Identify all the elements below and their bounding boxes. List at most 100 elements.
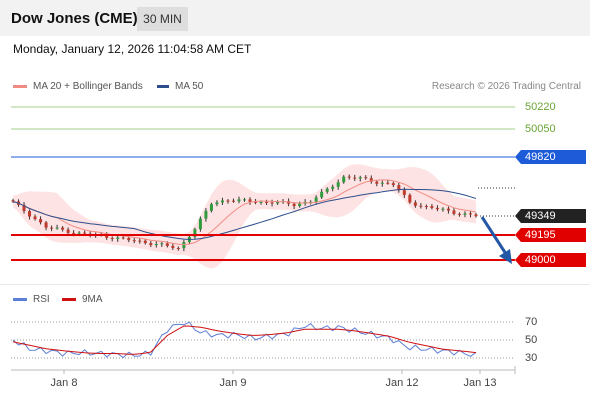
candle-body: [66, 229, 70, 233]
candle-body: [165, 243, 169, 246]
candle-body: [198, 218, 202, 230]
candle-body: [171, 245, 175, 248]
candle-body: [325, 188, 329, 192]
ma50-legend-swatch: [157, 85, 169, 88]
candle-body: [270, 202, 274, 204]
candle-body: [248, 199, 252, 202]
candle-body: [193, 229, 197, 237]
level-label-49820: 49820: [525, 151, 556, 163]
level-label-50220: 50220: [525, 101, 556, 113]
candle-body: [298, 203, 302, 207]
candle-body: [364, 177, 368, 179]
candle-body: [77, 232, 81, 234]
ma50-legend-label: MA 50: [175, 81, 204, 92]
candle-body: [231, 200, 235, 202]
candle-body: [237, 199, 241, 202]
candle-body: [83, 232, 87, 234]
forecast-arrow: [480, 216, 512, 264]
candle-body: [331, 186, 335, 189]
panel-separator: [0, 284, 590, 285]
candle-body: [143, 240, 147, 244]
rsi-tick-30: 30: [525, 352, 538, 364]
tag-49820: [515, 150, 586, 164]
candle-body: [33, 216, 37, 220]
candle-body: [309, 201, 313, 203]
candle-body: [61, 227, 65, 230]
candle-body: [314, 197, 318, 202]
rsi-tick-50: 50: [525, 334, 538, 346]
candle-body: [435, 207, 439, 210]
rsi-ma-line: [12, 325, 477, 355]
candle-body: [457, 213, 461, 215]
rsi-tick-70: 70: [525, 316, 538, 328]
candle-body: [446, 208, 450, 211]
x-label-jan8: Jan 8: [50, 377, 78, 389]
rsi-ma-legend-label: 9MA: [82, 294, 103, 305]
candle-body: [391, 183, 395, 186]
candle-body: [22, 204, 26, 212]
candle-body: [209, 204, 213, 211]
candle-body: [358, 177, 362, 179]
instrument-title: Dow Jones (CME): [11, 10, 138, 27]
candle-body: [50, 227, 54, 229]
ma20-legend-swatch: [13, 85, 27, 88]
candle-body: [413, 202, 417, 206]
candle-body: [375, 181, 379, 184]
candle-body: [55, 227, 59, 229]
candle-body: [105, 234, 109, 238]
candle-body: [215, 202, 219, 205]
candle-body: [138, 240, 142, 242]
rsi-line: [12, 321, 477, 359]
candle-body: [292, 203, 296, 207]
bollinger-band: [13, 164, 476, 269]
candle-body: [220, 200, 224, 203]
header-bar: Dow Jones (CME) 30 MIN: [0, 0, 590, 36]
level-label-49349: 49349: [525, 210, 556, 222]
candle-body: [160, 243, 164, 245]
candle-body: [408, 194, 412, 203]
level-label-49195: 49195: [525, 229, 556, 241]
candle-body: [121, 237, 125, 239]
candle-body: [243, 199, 246, 201]
candle-body: [28, 211, 32, 217]
candle-body: [386, 182, 390, 184]
tag-49349: [515, 209, 586, 223]
x-label-jan12: Jan 12: [385, 377, 419, 389]
candle-body: [419, 205, 423, 207]
candle-body: [380, 182, 384, 184]
timeframe-button[interactable]: 30 MIN: [137, 7, 188, 31]
datetime-label: Monday, January 12, 2026 11:04:58 AM CET: [13, 42, 252, 56]
candle-body: [182, 241, 186, 249]
ma20-legend-label: MA 20 + Bollinger Bands: [33, 81, 143, 92]
candle-body: [265, 201, 269, 203]
candle-body: [132, 240, 136, 242]
candle-body: [276, 201, 280, 204]
candle-body: [441, 208, 445, 210]
candle-body: [154, 243, 158, 246]
candle-body: [463, 213, 467, 215]
candle-body: [336, 182, 340, 187]
level-label-50050: 50050: [525, 123, 556, 135]
candle-body: [424, 206, 428, 208]
candle-body: [11, 200, 15, 202]
candle-body: [149, 243, 153, 246]
candle-body: [226, 200, 230, 202]
candle-body: [254, 201, 258, 203]
candle-body: [468, 213, 472, 215]
ma20-line: [12, 179, 477, 246]
candle-body: [430, 206, 434, 208]
rsi-legend-swatch: [13, 298, 27, 301]
tag-49000: [515, 253, 586, 267]
candle-body: [72, 232, 76, 234]
candle-body: [127, 237, 131, 241]
copyright: Research © 2026 Trading Central: [431, 81, 581, 92]
candle-body: [320, 191, 324, 198]
candle-body: [44, 222, 48, 228]
candle-body: [204, 210, 208, 219]
candle-body: [353, 177, 357, 179]
candle-body: [259, 201, 263, 203]
candles: [11, 174, 478, 252]
candle-body: [39, 219, 43, 223]
x-label-jan9: Jan 9: [219, 377, 247, 389]
